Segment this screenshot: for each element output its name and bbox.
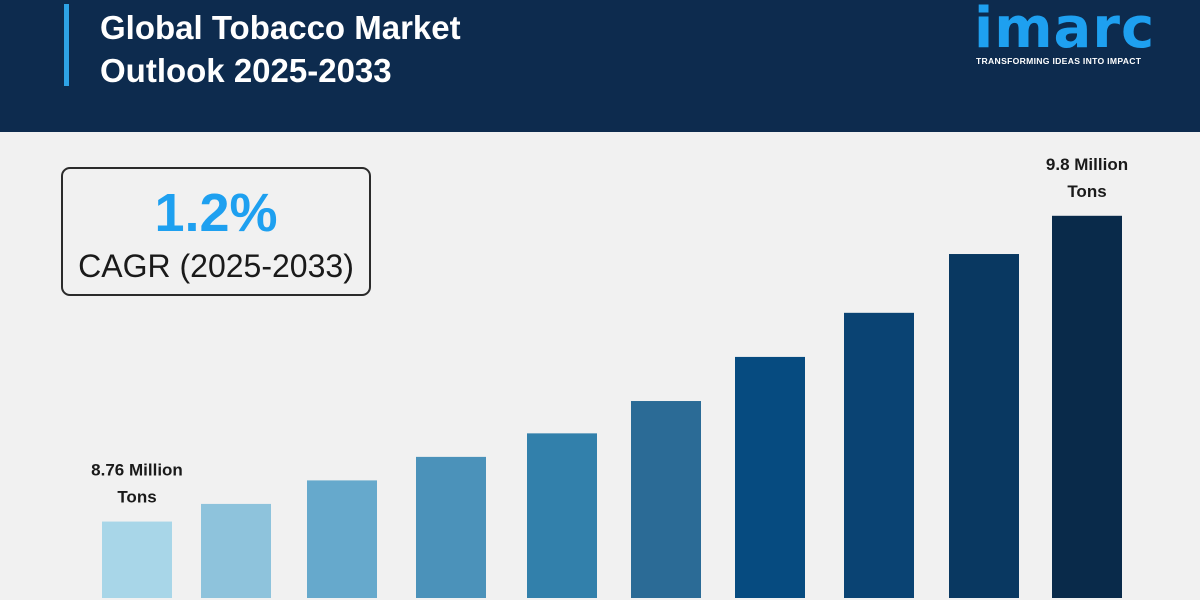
title-line-2: Outlook 2025-2033 [100, 52, 392, 89]
title-accent-bar [64, 4, 69, 86]
bar-value-label-2033-line2: Tons [1067, 182, 1106, 201]
bar-2032 [949, 254, 1019, 598]
bar-2024 [102, 521, 172, 598]
bar-2027 [416, 456, 486, 598]
logo-wordmark: imarc [974, 0, 1156, 61]
bar-value-label-2024-line1: 8.76 Million [91, 461, 183, 480]
logo-tagline: TRANSFORMING IDEAS INTO IMPACT [976, 56, 1142, 66]
bar-2026 [307, 480, 377, 598]
bar-2028 [527, 433, 597, 598]
header-banner: Global Tobacco Market Outlook 2025-2033 … [0, 0, 1200, 132]
bar-2033 [1052, 215, 1122, 599]
bar-2030 [735, 356, 805, 598]
bar-value-label-2024-line2: Tons [117, 488, 156, 507]
bar-value-label-2033-line1: 9.8 Million [1046, 155, 1128, 174]
cagr-value: 1.2% [154, 183, 278, 243]
cagr-label: CAGR (2025-2033) [78, 248, 354, 284]
cagr-box: 1.2% CAGR (2025-2033) [61, 167, 371, 296]
bar-2031 [844, 312, 914, 598]
bar-2029 [631, 401, 701, 598]
imarc-logo: imarc TRANSFORMING IDEAS INTO IMPACT [970, 0, 1185, 72]
bar-2025 [201, 503, 271, 598]
page-title: Global Tobacco Market Outlook 2025-2033 [100, 6, 700, 92]
title-line-1: Global Tobacco Market [100, 9, 461, 46]
